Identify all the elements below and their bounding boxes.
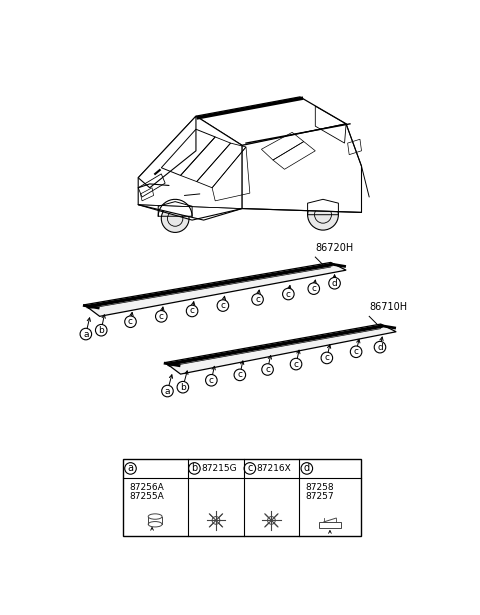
- Text: a: a: [83, 330, 89, 339]
- Circle shape: [80, 328, 92, 340]
- Circle shape: [205, 375, 217, 386]
- Circle shape: [189, 462, 200, 474]
- Circle shape: [162, 385, 173, 397]
- Polygon shape: [84, 263, 346, 316]
- Text: c: c: [324, 354, 329, 362]
- Circle shape: [217, 300, 228, 311]
- Text: 87216X: 87216X: [257, 464, 291, 473]
- Circle shape: [308, 199, 338, 230]
- Circle shape: [262, 363, 273, 375]
- Text: b: b: [98, 326, 104, 335]
- Text: b: b: [180, 383, 186, 392]
- Text: c: c: [190, 306, 194, 315]
- Circle shape: [321, 352, 333, 363]
- Text: c: c: [294, 360, 299, 368]
- Polygon shape: [196, 97, 346, 145]
- Circle shape: [161, 205, 189, 232]
- Circle shape: [96, 325, 107, 336]
- Text: a: a: [165, 387, 170, 395]
- Circle shape: [290, 359, 302, 370]
- Text: 87257: 87257: [305, 492, 334, 501]
- Polygon shape: [242, 124, 361, 212]
- Polygon shape: [165, 324, 396, 374]
- Text: c: c: [311, 284, 316, 293]
- Circle shape: [301, 462, 312, 474]
- Text: c: c: [255, 295, 260, 304]
- Text: 87255A: 87255A: [129, 492, 164, 501]
- Text: a: a: [128, 464, 133, 474]
- Text: c: c: [220, 301, 226, 310]
- Text: 87256A: 87256A: [129, 483, 164, 492]
- Polygon shape: [138, 116, 242, 220]
- Bar: [319, 522, 341, 528]
- Text: 87258: 87258: [305, 483, 334, 492]
- Text: c: c: [286, 290, 291, 298]
- Circle shape: [156, 311, 167, 322]
- Text: 86710H: 86710H: [369, 303, 408, 312]
- Text: 87215G: 87215G: [201, 464, 237, 473]
- Text: c: c: [237, 370, 242, 379]
- Text: c: c: [247, 464, 252, 474]
- Circle shape: [350, 346, 362, 357]
- Circle shape: [177, 381, 189, 393]
- Circle shape: [329, 277, 340, 289]
- Text: 86720H: 86720H: [315, 243, 354, 253]
- Text: c: c: [128, 317, 133, 326]
- Text: c: c: [159, 312, 164, 321]
- Text: d: d: [304, 464, 310, 474]
- Text: c: c: [209, 376, 214, 385]
- Circle shape: [234, 369, 246, 381]
- Bar: [123, 459, 361, 536]
- Circle shape: [308, 283, 320, 295]
- Text: c: c: [265, 365, 270, 374]
- Text: c: c: [354, 347, 359, 356]
- Circle shape: [244, 462, 256, 474]
- Circle shape: [283, 288, 294, 300]
- Polygon shape: [138, 116, 196, 188]
- Circle shape: [125, 462, 136, 474]
- Circle shape: [252, 293, 264, 305]
- Circle shape: [374, 341, 386, 353]
- Text: d: d: [332, 279, 337, 288]
- Circle shape: [186, 305, 198, 317]
- Text: d: d: [377, 343, 383, 352]
- Text: b: b: [192, 464, 198, 474]
- Circle shape: [125, 316, 136, 328]
